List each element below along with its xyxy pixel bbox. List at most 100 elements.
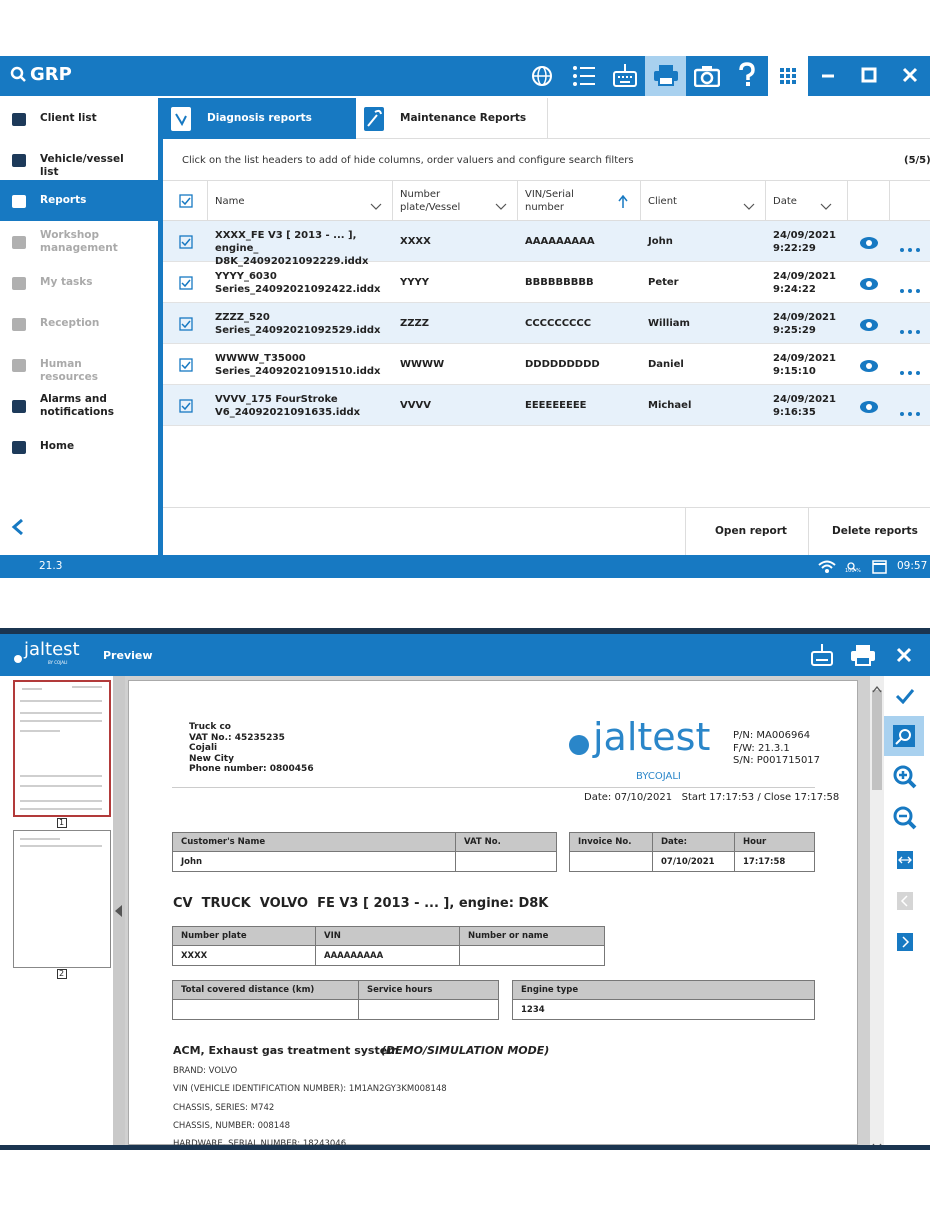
- icon: [14, 655, 22, 663]
- icon-shape: [780, 80, 784, 84]
- column-header: VIN/Serial number: [525, 189, 574, 213]
- view-button[interactable]: [859, 276, 879, 290]
- section-title: ACM, Exhaust gas treatment system: [173, 1044, 399, 1057]
- more-button[interactable]: [899, 402, 921, 416]
- scrollbar[interactable]: [870, 676, 884, 1145]
- page-thumbnail[interactable]: [13, 830, 111, 968]
- icon: [613, 64, 637, 87]
- minimize-button[interactable]: [820, 66, 836, 84]
- keyboard-button[interactable]: [811, 643, 833, 667]
- thumbnail-line: [20, 800, 102, 802]
- close-button[interactable]: [896, 647, 912, 663]
- icon-shape: [179, 399, 193, 413]
- icon: [851, 645, 875, 666]
- tab[interactable]: [356, 98, 548, 139]
- icon-shape: [573, 82, 577, 86]
- sidebar-label: Human resources: [40, 358, 99, 383]
- more-button[interactable]: [899, 279, 921, 293]
- cell-text: XXXX: [400, 236, 431, 247]
- view-button[interactable]: [859, 235, 879, 249]
- icon-shape: [573, 74, 577, 78]
- print-button[interactable]: [850, 644, 876, 666]
- icon: [12, 154, 26, 167]
- page-thumbnail[interactable]: [13, 680, 111, 817]
- icon-shape: [898, 856, 912, 864]
- fit-width-button[interactable]: [896, 850, 914, 870]
- scroll-up[interactable]: [872, 678, 882, 693]
- icon: [820, 203, 832, 210]
- icon-shape: [179, 235, 193, 249]
- icon-shape: [179, 276, 193, 290]
- icon: [12, 318, 26, 331]
- next-page-button[interactable]: [896, 932, 914, 952]
- icon-shape: [825, 569, 829, 573]
- icon-shape: [896, 647, 912, 663]
- camera-button[interactable]: [693, 65, 721, 88]
- zoom-out-button[interactable]: [893, 806, 917, 830]
- scroll-down[interactable]: [872, 1136, 882, 1151]
- cell-text: YYYY_6030 Series_24092021092422.iddx: [215, 271, 381, 295]
- print-button[interactable]: [653, 64, 679, 86]
- status-bar: [0, 555, 930, 578]
- table-row[interactable]: [163, 303, 930, 344]
- table-row[interactable]: [163, 262, 930, 303]
- keyboard-button[interactable]: [613, 63, 637, 87]
- table-row[interactable]: [163, 385, 930, 426]
- sidebar-item[interactable]: [0, 180, 158, 221]
- icon: [739, 62, 755, 86]
- table-header: VAT No.: [464, 837, 501, 847]
- row-checkbox[interactable]: [179, 398, 193, 413]
- search-page-button[interactable]: [892, 724, 916, 748]
- thumbnail-line: [72, 686, 102, 688]
- globe-button[interactable]: [531, 65, 553, 87]
- icon-shape: [367, 109, 382, 127]
- column-header: Number plate/Vessel: [400, 189, 461, 213]
- icon-shape: [573, 66, 577, 70]
- thumbnail-line: [22, 688, 42, 690]
- filter-dropdown[interactable]: [820, 196, 832, 210]
- table-header: Invoice No.: [578, 837, 632, 847]
- icon: [893, 765, 917, 789]
- view-button[interactable]: [859, 317, 879, 331]
- previous-page-button[interactable]: [896, 891, 914, 911]
- filter-dropdown[interactable]: [495, 196, 507, 210]
- sidebar-icon: [10, 397, 28, 415]
- table-row[interactable]: [163, 344, 930, 385]
- help-button[interactable]: [738, 62, 756, 88]
- sidebar-label: Alarms and notifications: [40, 393, 114, 418]
- cell-text: DDDDDDDDD: [525, 359, 600, 370]
- more-button[interactable]: [899, 320, 921, 334]
- close-button[interactable]: [902, 67, 918, 83]
- back-button[interactable]: [10, 518, 26, 536]
- maximize-button[interactable]: [861, 67, 877, 83]
- more-button[interactable]: [899, 361, 921, 375]
- filter-dropdown[interactable]: [370, 196, 382, 210]
- view-button[interactable]: [859, 358, 879, 372]
- bottom-bar-line: [163, 507, 930, 508]
- list-button[interactable]: [572, 65, 596, 87]
- column-header: Client: [648, 196, 677, 207]
- icon: [495, 203, 507, 210]
- table-header: Number or name: [468, 931, 549, 941]
- column-divider: [765, 180, 766, 221]
- zoom-in-button[interactable]: [893, 765, 917, 789]
- view-button[interactable]: [859, 399, 879, 413]
- accept-button[interactable]: [895, 688, 915, 705]
- company-line: Truck co: [189, 722, 231, 732]
- collapse-arrow[interactable]: [114, 903, 123, 917]
- row-checkbox[interactable]: [179, 234, 193, 249]
- scrollbar-thumb[interactable]: [872, 690, 882, 790]
- row-checkbox[interactable]: [179, 357, 193, 372]
- row-checkbox[interactable]: [179, 275, 193, 290]
- row-checkbox[interactable]: [179, 316, 193, 331]
- table-header: Number plate: [181, 931, 247, 941]
- apps-button[interactable]: [780, 68, 796, 84]
- filter-dropdown[interactable]: [743, 196, 755, 210]
- table-row[interactable]: [163, 221, 930, 262]
- icon: [743, 203, 755, 210]
- row-checkbox[interactable]: [179, 193, 193, 208]
- sort-indicator[interactable]: [618, 194, 628, 208]
- cell-text: BBBBBBBBB: [525, 277, 594, 288]
- more-button[interactable]: [899, 238, 921, 252]
